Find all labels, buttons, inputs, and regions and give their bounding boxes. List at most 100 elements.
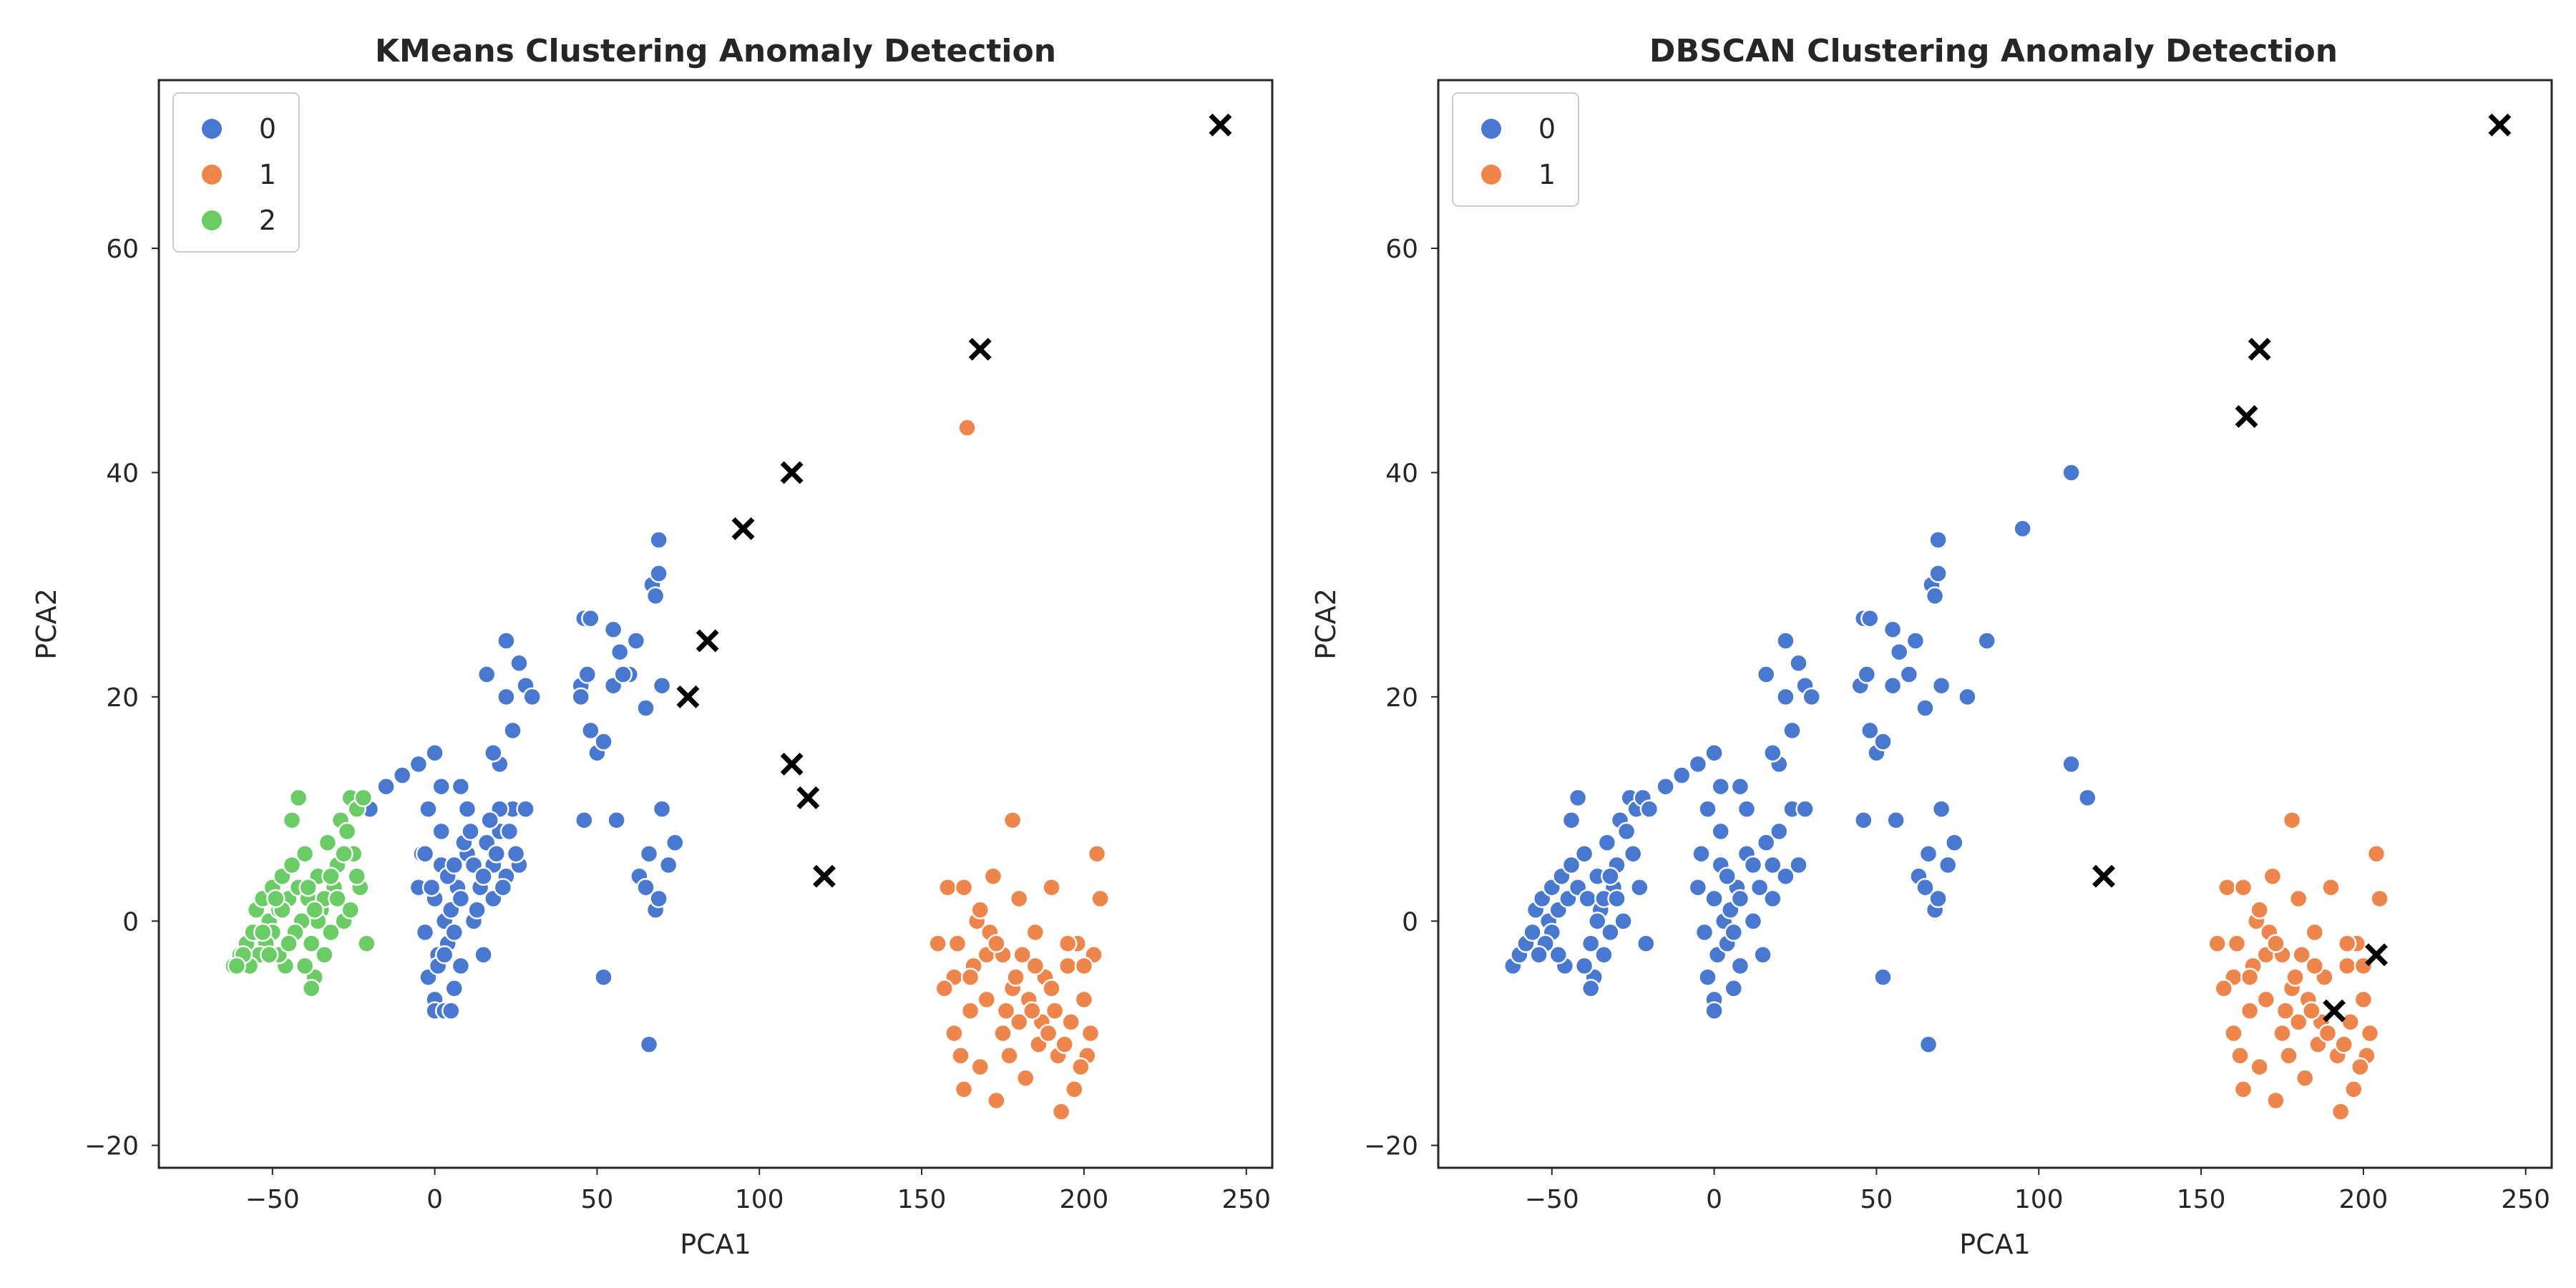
data-point-cluster-1	[2351, 1057, 2370, 1077]
data-point-cluster-0	[1860, 721, 1880, 741]
x-tick-label: 150	[2177, 1185, 2226, 1214]
data-point-cluster-0	[409, 754, 429, 774]
legend: 0 1 2	[172, 92, 300, 253]
data-point-cluster-0	[1776, 631, 1795, 650]
data-point-cluster-0	[1704, 743, 1724, 763]
plot-frame	[1437, 79, 2553, 1169]
data-point-cluster-0	[1789, 653, 1808, 673]
x-tick-label: 0	[1706, 1185, 1722, 1214]
x-tick-label: 50	[1860, 1185, 1893, 1214]
data-point-cluster-1	[2230, 1046, 2250, 1065]
data-point-cluster-0	[431, 821, 451, 841]
legend-label: 1	[1538, 159, 1556, 190]
data-point-cluster-1	[947, 934, 967, 953]
data-point-cluster-1	[2282, 810, 2302, 830]
data-point-cluster-0	[1857, 665, 1877, 684]
data-point-cluster-1	[960, 967, 980, 987]
data-point-cluster-1	[2337, 934, 2357, 953]
anomaly-marker	[2235, 405, 2258, 429]
y-axis-label: PCA2	[1310, 588, 1342, 660]
data-point-cluster-1	[2233, 877, 2253, 897]
data-point-cluster-0	[1958, 687, 1977, 707]
data-point-cluster-0	[2078, 788, 2097, 808]
data-point-cluster-1	[2250, 1057, 2269, 1077]
data-point-cluster-1	[1023, 1001, 1042, 1020]
data-point-cluster-0	[1789, 855, 1808, 875]
data-point-cluster-2	[253, 922, 273, 942]
legend-label: 0	[259, 113, 276, 145]
data-point-cluster-0	[1873, 732, 1893, 751]
data-point-cluster-1	[935, 979, 955, 998]
data-point-cluster-2	[347, 867, 366, 886]
data-point-cluster-0	[1711, 776, 1730, 796]
data-point-cluster-0	[444, 922, 464, 942]
data-point-cluster-0	[444, 855, 464, 875]
data-point-cluster-0	[484, 743, 503, 763]
data-point-cluster-1	[2266, 1091, 2285, 1111]
plot-area	[224, 113, 1232, 1121]
x-tick-label: 200	[1060, 1185, 1109, 1214]
anomaly-marker	[1209, 113, 1232, 137]
y-tick-label: 20	[1385, 683, 1418, 713]
data-point-cluster-0	[652, 675, 672, 696]
data-point-cluster-0	[451, 956, 471, 976]
data-point-cluster-0	[474, 867, 493, 886]
data-point-cluster-0	[626, 631, 646, 650]
data-point-cluster-0	[594, 732, 613, 751]
data-point-cluster-0	[1756, 833, 1776, 852]
y-tick-label: 60	[106, 235, 139, 264]
anomaly-marker	[796, 786, 820, 809]
x-axis-label: PCA1	[680, 1229, 751, 1260]
data-point-cluster-1	[987, 1091, 1006, 1111]
data-point-cluster-0	[1931, 675, 1951, 696]
data-point-cluster-1	[987, 934, 1006, 953]
data-point-cluster-0	[1928, 889, 1948, 909]
data-point-cluster-1	[1071, 1057, 1091, 1077]
data-point-cluster-1	[2302, 1001, 2321, 1020]
data-point-cluster-0	[1743, 855, 1763, 875]
anomaly-marker	[2365, 943, 2388, 967]
y-tick-label: 20	[106, 683, 139, 713]
data-point-cluster-0	[581, 721, 600, 741]
data-point-cluster-0	[1883, 675, 1903, 696]
data-point-cluster-0	[1581, 934, 1601, 953]
data-point-cluster-2	[227, 956, 247, 976]
data-point-cluster-0	[577, 665, 597, 684]
data-point-cluster-1	[1013, 945, 1032, 965]
data-point-cluster-1	[2366, 844, 2386, 864]
data-point-cluster-1	[2273, 1023, 2292, 1043]
data-point-cluster-0	[665, 833, 685, 852]
data-point-cluster-0	[1916, 877, 1935, 897]
data-point-cluster-0	[1594, 945, 1614, 965]
data-point-cluster-1	[2331, 1102, 2351, 1121]
data-point-cluster-1	[2279, 1046, 2298, 1065]
anomaly-marker	[676, 685, 700, 708]
x-tick-label: 250	[1221, 1185, 1271, 1214]
data-point-cluster-1	[1051, 1102, 1071, 1121]
data-point-cluster-2	[282, 810, 302, 830]
x-tick-label: −50	[245, 1185, 300, 1214]
data-point-cluster-0	[415, 844, 435, 864]
data-point-cluster-2	[295, 956, 315, 976]
data-point-cluster-0	[425, 743, 444, 763]
data-point-cluster-0	[497, 687, 516, 707]
anomaly-marker	[731, 517, 755, 540]
data-point-cluster-0	[1763, 889, 1782, 909]
x-tick-label: 50	[581, 1185, 614, 1214]
y-tick-label: 0	[122, 907, 139, 937]
data-point-cluster-0	[1574, 844, 1594, 864]
data-point-cluster-0	[1753, 945, 1772, 965]
data-point-cluster-2	[337, 821, 357, 841]
data-point-cluster-0	[1636, 934, 1656, 953]
data-point-cluster-0	[2062, 463, 2081, 482]
legend: 01	[1452, 92, 1579, 207]
data-point-cluster-0	[652, 799, 672, 819]
data-point-cluster-0	[1597, 833, 1617, 852]
data-point-cluster-0	[1616, 821, 1636, 841]
legend-label: 1	[259, 159, 276, 190]
data-point-cluster-1	[2288, 1013, 2308, 1032]
data-point-cluster-1	[2360, 1023, 2380, 1043]
data-point-cluster-1	[993, 1023, 1013, 1043]
data-point-cluster-0	[1750, 877, 1770, 897]
